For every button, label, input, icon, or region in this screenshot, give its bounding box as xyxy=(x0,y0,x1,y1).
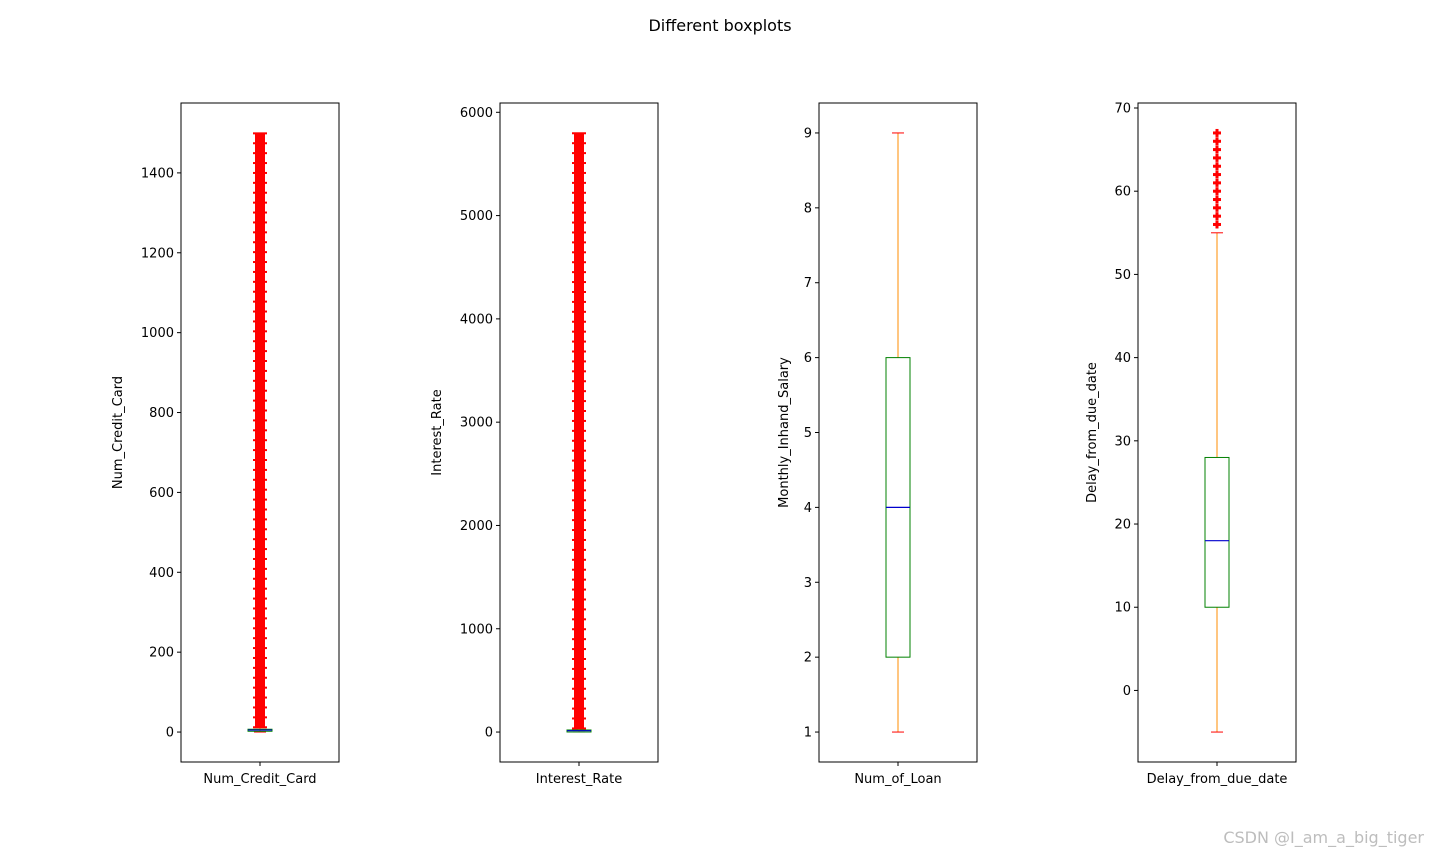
y-tick-label: 6 xyxy=(804,351,812,366)
y-tick-label: 0 xyxy=(485,726,493,741)
y-tick-label: 7 xyxy=(804,276,812,291)
y-tick-label: 6000 xyxy=(460,106,493,121)
boxplot-panels: 0200400600800100012001400Num_Credit_Card… xyxy=(111,101,1297,787)
y-tick-label: 400 xyxy=(149,566,174,581)
x-tick-label: Interest_Rate xyxy=(536,772,622,787)
y-tick-label: 3000 xyxy=(460,416,493,431)
y-tick-label: 0 xyxy=(1123,684,1131,699)
x-tick-label: Num_of_Loan xyxy=(854,772,941,787)
y-tick-label: 70 xyxy=(1114,101,1131,116)
y-tick-label: 60 xyxy=(1114,185,1131,200)
y-tick-label: 3 xyxy=(804,576,812,591)
y-tick-label: 2 xyxy=(804,651,812,666)
y-tick-label: 1 xyxy=(804,726,812,741)
y-tick-label: 5000 xyxy=(460,209,493,224)
y-tick-label: 50 xyxy=(1114,268,1131,283)
y-axis-label: Monthly_Inhand_Salary xyxy=(777,357,792,508)
y-axis-label: Delay_from_due_date xyxy=(1085,362,1100,503)
y-tick-label: 1200 xyxy=(141,246,174,261)
y-tick-label: 1400 xyxy=(141,166,174,181)
y-tick-label: 5 xyxy=(804,426,812,441)
x-tick-label: Num_Credit_Card xyxy=(203,772,316,787)
y-tick-label: 2000 xyxy=(460,519,493,534)
panel-num-credit-card: 0 200 400 600 800 1000 1200 1400 Num_Credit_Card… xyxy=(111,102,340,787)
y-tick-label: 0 xyxy=(166,726,174,741)
y-tick-label: 40 xyxy=(1114,351,1131,366)
y-tick-label: 200 xyxy=(149,646,174,661)
panel-interest-rate: 0 1000 2000 3000 4000 5000 6000 Interest_Rate In… xyxy=(430,102,659,787)
x-tick-label: Delay_from_due_date xyxy=(1147,772,1288,787)
figure-title: Different boxplots xyxy=(648,16,791,35)
y-tick-label: 4 xyxy=(804,501,812,516)
y-tick-label: 800 xyxy=(149,406,174,421)
y-tick-label: 8 xyxy=(804,201,812,216)
y-tick-label: 4000 xyxy=(460,312,493,327)
panel-delay-from-due-date: 0 10 20 30 40 50 60 70 Delay_from_due_date Delay_… xyxy=(1085,101,1297,787)
y-tick-label: 30 xyxy=(1114,434,1131,449)
panel-num-of-loan: 1 2 3 4 5 6 7 8 9 Num_of_Loan Monthly_Inhand_Salar… xyxy=(777,102,978,787)
box xyxy=(1204,456,1230,608)
y-tick-label: 10 xyxy=(1114,601,1131,616)
y-tick-label: 20 xyxy=(1114,518,1131,533)
y-tick-label: 1000 xyxy=(460,622,493,637)
y-tick-label: 1000 xyxy=(141,326,174,341)
y-axis-label: Interest_Rate xyxy=(430,389,445,475)
y-tick-label: 600 xyxy=(149,486,174,501)
y-tick-label: 9 xyxy=(804,126,812,141)
watermark-text: CSDN @I_am_a_big_tiger xyxy=(1223,828,1424,848)
y-axis-label: Num_Credit_Card xyxy=(111,376,126,489)
